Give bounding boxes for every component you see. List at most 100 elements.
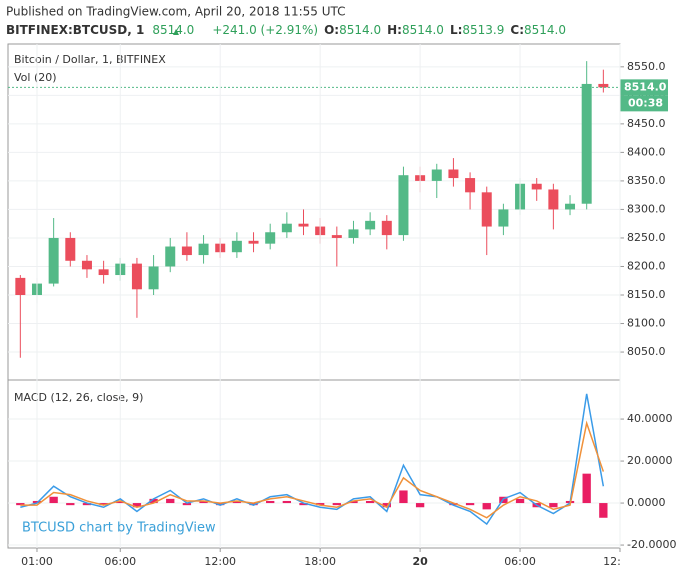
candle-body	[65, 237, 76, 261]
histogram-bar	[16, 503, 25, 506]
y-tick-label: -20.0000	[627, 538, 676, 551]
candle-body	[448, 169, 459, 179]
candle-body	[281, 223, 292, 233]
candle-body	[248, 240, 259, 244]
y-tick-label: 20.0000	[627, 454, 673, 467]
pane-subtitle: Vol (20)	[14, 71, 57, 84]
l: 8513.9	[462, 23, 504, 37]
macd-line	[20, 393, 605, 526]
candle-body	[331, 235, 342, 238]
o-label: O:	[324, 23, 339, 37]
candle-body	[15, 277, 26, 296]
candle-body	[348, 229, 359, 238]
candle-body	[481, 192, 492, 227]
candle-body	[431, 169, 442, 181]
y-tick-label: 8550.0	[627, 60, 666, 73]
h-label: H:	[387, 23, 402, 37]
histogram-bar	[199, 500, 208, 504]
histogram-bar	[299, 503, 308, 506]
o: 8514.0	[339, 23, 381, 37]
histogram-bar	[249, 503, 258, 506]
candle-body	[231, 240, 242, 253]
candle-body	[131, 263, 142, 290]
x-tick-label: 06:00	[104, 555, 136, 568]
candle-body	[548, 189, 559, 210]
y-tick-label: 8400.0	[627, 145, 666, 158]
candle-body	[531, 183, 542, 190]
x-tick-label: 06:00	[504, 555, 536, 568]
candle-body	[198, 243, 209, 256]
histogram-bar	[232, 500, 242, 504]
price-box	[620, 79, 668, 96]
candle-body	[398, 175, 409, 236]
y-tick-label: 40.0000	[627, 412, 673, 425]
histogram-bar	[332, 503, 341, 506]
last: 8514.0	[152, 23, 194, 37]
candle-body	[465, 178, 476, 193]
histogram-bar	[465, 503, 475, 506]
x-tick-label: 12:00	[204, 555, 236, 568]
c-label: C:	[510, 23, 524, 37]
l-label: L:	[450, 23, 462, 37]
histogram-bar	[49, 496, 58, 504]
histogram-bar	[166, 498, 175, 504]
candle-body	[498, 209, 509, 227]
candle-body	[165, 246, 176, 267]
symbol: BITFINEX:BTCUSD, 1	[6, 23, 144, 37]
candle-body	[98, 269, 109, 276]
macd-title: MACD (12, 26, close, 9)	[14, 391, 143, 404]
y-tick-label: 8350.0	[627, 174, 666, 187]
candle-body	[381, 220, 392, 236]
pane-title: Bitcoin / Dollar, 1, BITFINEX	[14, 53, 166, 66]
histogram-bar	[315, 503, 325, 506]
x-tick-label: 12:	[603, 555, 621, 568]
histogram-bar	[382, 503, 391, 508]
countdown: 00:38	[628, 96, 663, 109]
histogram-bar	[599, 503, 608, 518]
histogram-bar	[82, 503, 92, 506]
histogram-bar	[349, 500, 358, 504]
histogram-bar	[149, 498, 158, 504]
histogram-bar	[182, 503, 192, 506]
candle-body	[181, 246, 192, 256]
candle-body	[265, 232, 276, 244]
candle-body	[365, 220, 376, 230]
histogram-bar	[482, 503, 491, 510]
ohlc-header: BITFINEX:BTCUSD, 1 8514.0 +241.0 (+2.91%) O…	[6, 23, 566, 37]
histogram-bar	[449, 503, 458, 506]
candle-body	[598, 83, 609, 88]
y-tick-label: 8100.0	[627, 317, 666, 330]
candle-body	[581, 83, 592, 204]
c: 8514.0	[524, 23, 566, 37]
x-tick-label: 18:00	[304, 555, 336, 568]
x-tick-label: 01:00	[21, 555, 53, 568]
watermark: BTCUSD chart by TradingView	[22, 521, 216, 536]
candle-body	[298, 223, 309, 227]
y-tick-label: 8300.0	[627, 202, 666, 215]
countdown-box	[620, 95, 668, 112]
y-tick-label: 8250.0	[627, 231, 666, 244]
histogram-bar	[116, 500, 125, 504]
histogram-bar	[282, 500, 292, 504]
candle-body	[48, 237, 59, 284]
histogram-bar	[365, 500, 375, 504]
histogram-bar	[399, 490, 408, 504]
histogram-bar	[549, 503, 558, 508]
histogram-bar	[515, 498, 525, 504]
y-tick-label: 8050.0	[627, 345, 666, 358]
histogram-bar	[132, 503, 142, 508]
macd-line	[20, 420, 605, 519]
published: Published on TradingView.com, April 20, …	[6, 5, 346, 19]
histogram-bar	[99, 503, 108, 506]
candle-body	[148, 266, 159, 290]
histogram-bar	[415, 503, 425, 508]
x-tick-label: 20	[412, 555, 428, 568]
y-tick-label: 8450.0	[627, 117, 666, 130]
up-arrow	[173, 29, 179, 35]
price-label: 8514.0	[624, 80, 667, 93]
candle-body	[565, 203, 576, 210]
plot-frame	[7, 43, 621, 549]
histogram-bar	[216, 503, 225, 506]
